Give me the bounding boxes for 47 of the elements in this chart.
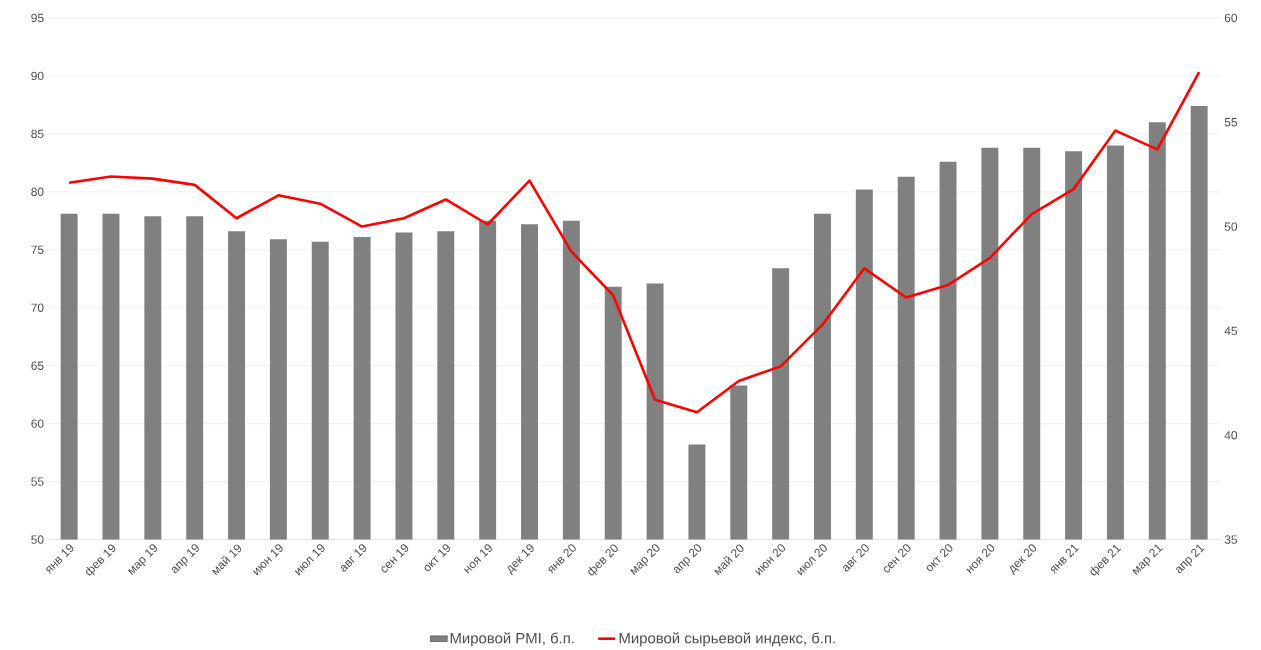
y-tick-label: 95 bbox=[31, 13, 44, 23]
x-tick-label: окт 19 bbox=[424, 544, 451, 572]
x-tick-label: апр 21 bbox=[1176, 544, 1205, 574]
x-tick-label: июн 20 bbox=[755, 544, 786, 576]
y-tick-label: 85 bbox=[31, 129, 44, 138]
x-tick-label: апр 20 bbox=[673, 544, 702, 574]
x-tick-label: июл 20 bbox=[797, 544, 827, 576]
x-tick-label: фев 20 bbox=[588, 544, 618, 576]
x-tick-label: янв 21 bbox=[1050, 544, 1080, 574]
legend-label: Мировой сырьевой индекс, б.п. bbox=[619, 632, 835, 647]
x-tick-label: мар 19 bbox=[127, 544, 158, 575]
x-tick-label: июл 19 bbox=[294, 544, 325, 576]
x-tick-label: ноя 19 bbox=[464, 544, 492, 574]
y2-tick-label: 50 bbox=[1224, 222, 1238, 231]
x-tick-label: сен 20 bbox=[883, 544, 911, 573]
x-tick-label: янв 19 bbox=[46, 544, 74, 574]
y2-tick-label: 35 bbox=[1224, 535, 1238, 544]
x-tick-label: ноя 20 bbox=[966, 544, 995, 574]
x-tick-label: мар 20 bbox=[630, 544, 660, 575]
y2-tick-label: 45 bbox=[1224, 326, 1238, 335]
x-tick-label: май 20 bbox=[714, 544, 744, 576]
x-tick-label: май 19 bbox=[212, 544, 242, 576]
line-series bbox=[67, 70, 1201, 414]
x-tick-label: дек 20 bbox=[1009, 544, 1037, 576]
x-tick-label: фев 19 bbox=[86, 544, 116, 576]
y-tick-label: 55 bbox=[31, 477, 44, 486]
y-tick-label: 80 bbox=[31, 187, 44, 196]
x-tick-label: апр 19 bbox=[171, 544, 199, 574]
y-tick-label: 50 bbox=[31, 535, 44, 544]
y-tick-label: 90 bbox=[31, 71, 44, 80]
x-tick-label: мар 21 bbox=[1132, 544, 1163, 575]
x-tick-label: сен 19 bbox=[381, 544, 409, 573]
x-tick-label: окт 20 bbox=[926, 544, 953, 572]
legend-label: Мировой PMI, б.п. bbox=[450, 632, 574, 647]
y-tick-label: 65 bbox=[31, 361, 44, 370]
x-tick-label: авг 20 bbox=[843, 544, 869, 572]
y-tick-label: 70 bbox=[31, 303, 44, 312]
x-tick-label: авг 19 bbox=[340, 544, 367, 572]
y-tick-label: 60 bbox=[31, 419, 44, 428]
y-tick-label: 75 bbox=[31, 245, 44, 254]
y2-tick-label: 60 bbox=[1224, 13, 1238, 23]
y2-tick-label: 55 bbox=[1224, 117, 1238, 127]
x-tick-label: дек 19 bbox=[507, 544, 534, 576]
x-tick-label: июн 19 bbox=[252, 544, 283, 576]
x-tick-label: янв 20 bbox=[548, 544, 576, 574]
x-tick-label: фев 21 bbox=[1090, 544, 1122, 576]
y2-tick-label: 40 bbox=[1224, 430, 1238, 440]
